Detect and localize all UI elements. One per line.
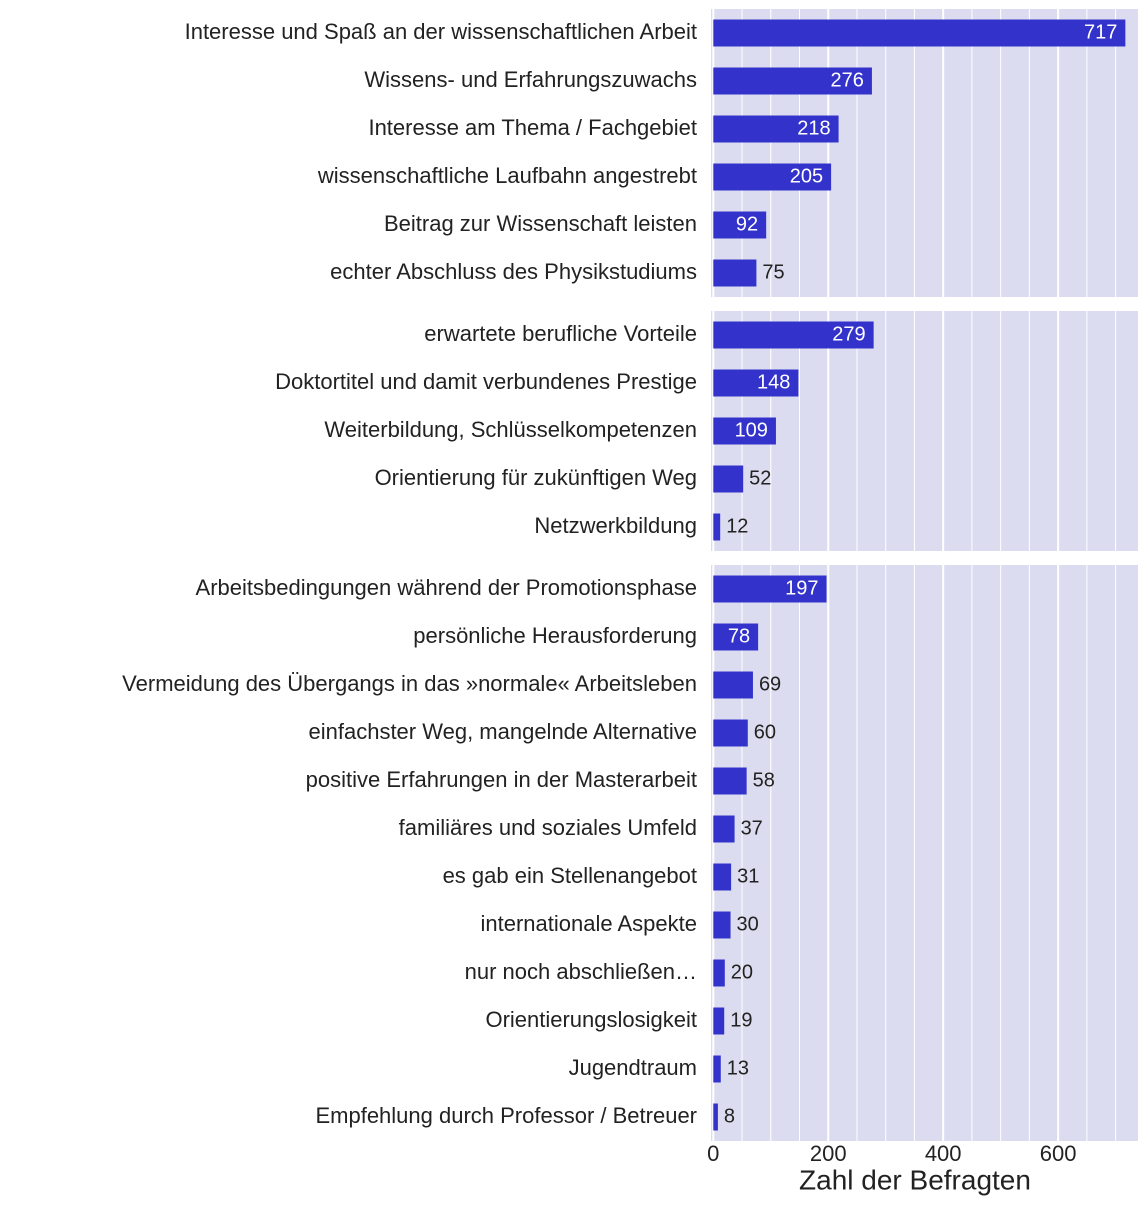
- bar: [713, 369, 799, 397]
- bar: [713, 1007, 725, 1035]
- category-label: Weiterbildung, Schlüsselkompetenzen: [324, 417, 697, 442]
- category-label: positive Erfahrungen in der Masterarbeit: [306, 767, 697, 792]
- panel-background: [711, 311, 1138, 551]
- category-label: familiäres und soziales Umfeld: [399, 815, 697, 840]
- bar: [713, 959, 725, 987]
- value-label: 37: [741, 817, 763, 839]
- value-label: 12: [726, 515, 748, 537]
- bar: [713, 671, 753, 699]
- bar: [713, 575, 827, 603]
- bar: [713, 465, 744, 493]
- value-label: 60: [754, 721, 776, 743]
- bar: [713, 815, 735, 843]
- bar: [713, 911, 731, 939]
- category-label: Netzwerkbildung: [534, 513, 697, 538]
- category-label: Interesse am Thema / Fachgebiet: [368, 115, 697, 140]
- x-tick-label: 200: [810, 1141, 847, 1166]
- x-axis-label: Zahl der Befragten: [799, 1164, 1031, 1195]
- bar: [713, 259, 757, 287]
- x-tick-label: 400: [925, 1141, 962, 1166]
- x-tick-label: 600: [1040, 1141, 1077, 1166]
- value-label: 276: [831, 69, 864, 91]
- category-label: Orientierung für zukünftigen Weg: [375, 465, 697, 490]
- category-label: internationale Aspekte: [481, 911, 698, 936]
- category-label: erwartete berufliche Vorteile: [424, 321, 697, 346]
- category-label: persönliche Herausforderung: [413, 623, 697, 648]
- value-label: 279: [832, 323, 865, 345]
- bar: [713, 211, 767, 239]
- category-label: Jugendtraum: [569, 1055, 697, 1080]
- value-label: 75: [762, 261, 784, 283]
- category-label: Doktortitel und damit verbundenes Presti…: [275, 369, 697, 394]
- bar: [713, 1055, 721, 1083]
- value-label: 109: [735, 419, 768, 441]
- category-label: Wissens- und Erfahrungszuwachs: [364, 67, 697, 92]
- bar: [713, 115, 839, 143]
- value-label: 717: [1084, 21, 1117, 43]
- value-label: 13: [727, 1057, 749, 1079]
- bar: [713, 767, 747, 795]
- category-label: Arbeitsbedingungen während der Promotion…: [196, 575, 697, 600]
- value-label: 69: [759, 673, 781, 695]
- category-label: Vermeidung des Übergangs in das »normale…: [122, 671, 697, 696]
- value-label: 52: [749, 467, 771, 489]
- value-label: 197: [785, 577, 818, 599]
- category-label: echter Abschluss des Physikstudiums: [330, 259, 697, 284]
- category-label: Beitrag zur Wissenschaft leisten: [384, 211, 697, 236]
- value-label: 78: [728, 625, 750, 647]
- bar: [713, 863, 732, 891]
- panel-background: [711, 565, 1138, 1141]
- bar: [713, 163, 832, 191]
- value-label: 20: [731, 961, 753, 983]
- value-label: 58: [753, 769, 775, 791]
- bar: [713, 623, 759, 651]
- bar: [713, 1103, 718, 1131]
- bar: [713, 719, 748, 747]
- x-tick-label: 0: [707, 1141, 719, 1166]
- category-label: Empfehlung durch Professor / Betreuer: [315, 1103, 697, 1128]
- value-label: 8: [724, 1105, 735, 1127]
- category-label: es gab ein Stellenangebot: [443, 863, 697, 888]
- value-label: 31: [737, 865, 759, 887]
- panel-background: [711, 9, 1138, 297]
- value-label: 19: [730, 1009, 752, 1031]
- bar: [713, 417, 776, 445]
- value-label: 92: [736, 213, 758, 235]
- category-label: wissenschaftliche Laufbahn angestrebt: [317, 163, 697, 188]
- value-label: 205: [790, 165, 823, 187]
- value-label: 148: [757, 371, 790, 393]
- value-label: 30: [737, 913, 759, 935]
- bar: [713, 19, 1126, 47]
- category-label: nur noch abschließen…: [465, 959, 697, 984]
- bar: [713, 67, 872, 95]
- value-label: 218: [797, 117, 830, 139]
- category-label: Orientierungslosigkeit: [485, 1007, 697, 1032]
- category-label: Interesse und Spaß an der wissenschaftli…: [185, 19, 697, 44]
- category-label: einfachster Weg, mangelnde Alternative: [309, 719, 698, 744]
- bar: [713, 321, 874, 349]
- bar: [713, 513, 721, 541]
